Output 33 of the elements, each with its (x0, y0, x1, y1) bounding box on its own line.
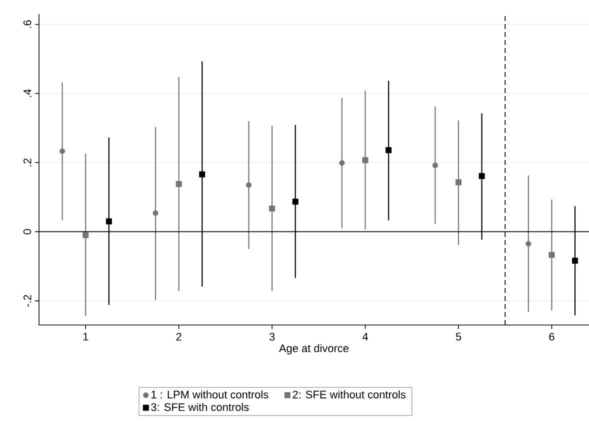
point (572, 258, 578, 264)
point (526, 240, 532, 247)
x-axis-title: Age at divorce (278, 344, 349, 354)
x-tick-label: 5 (456, 332, 462, 340)
x-tick-label: 4 (362, 332, 368, 340)
point (269, 206, 276, 212)
y-tick-label: -.2 (24, 294, 32, 307)
point (60, 148, 66, 154)
point (455, 179, 462, 186)
y-tick-label: .6 (23, 20, 32, 28)
y-tick-label: .4 (24, 89, 32, 98)
point (199, 171, 206, 178)
point (362, 157, 368, 164)
point (176, 181, 182, 188)
x-tick-label: 6 (549, 332, 554, 341)
point (106, 218, 112, 224)
point (478, 173, 485, 180)
x-tick-label: 2 (176, 332, 182, 341)
x-tick-label: 3 (269, 332, 275, 341)
legend-label: 2: SFE without controls (292, 390, 406, 398)
point (82, 232, 89, 238)
y-tick-label: 0 (23, 229, 32, 234)
point (548, 252, 555, 258)
point (386, 147, 392, 154)
point (432, 162, 438, 168)
point (152, 210, 158, 216)
point (246, 182, 252, 188)
x-tick-label: 1 (83, 332, 88, 340)
legend-label: 1 : LPM without controls (152, 390, 268, 398)
legend-label: 3: SFE with controls (151, 402, 249, 412)
point (339, 160, 345, 166)
y-tick-label: .2 (24, 158, 32, 166)
point (292, 198, 298, 205)
